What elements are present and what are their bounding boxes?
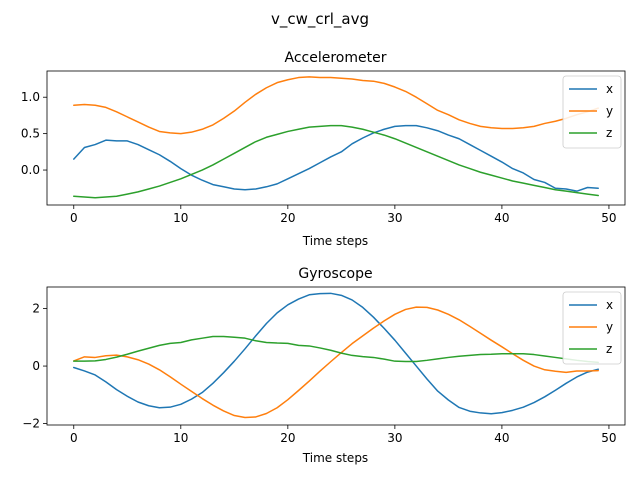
gyroscope-plot-area [46,286,626,426]
gyroscope-xtick-label: 30 [387,431,402,445]
gyroscope-series-x-line [73,292,599,415]
accelerometer-legend-label-y: y [606,104,613,118]
gyroscope-xlabel: Time steps [302,451,368,465]
gyroscope-xtick-label: 20 [280,431,295,445]
gyroscope-ytick-label: 0 [32,359,40,373]
gyroscope-series-y-line [73,306,599,419]
accelerometer-xtick-label: 0 [70,211,78,225]
accelerometer-plot-area [46,70,626,206]
gyroscope-xtick-label: 40 [494,431,509,445]
accelerometer-chart: Accelerometer Time steps 0 10 20 30 40 50 0.0 0… [21,50,626,248]
accelerometer-xtick-label: 20 [280,211,295,225]
gyroscope-title: Gyroscope [298,266,372,282]
accelerometer-ytick-label: 0.5 [21,127,40,141]
gyroscope-series-z-line [73,335,599,364]
accelerometer-xtick-label: 30 [387,211,402,225]
gyroscope-chart: Gyroscope Time steps 0 10 20 30 40 50 −2 0 2 xyz [22,266,626,465]
accelerometer-ytick-label: 1.0 [21,90,40,104]
accelerometer-xlabel: Time steps [302,234,368,248]
accelerometer-series-x-line [73,124,599,192]
accelerometer-legend-label-x: x [606,82,613,96]
accelerometer-ytick-label: 0.0 [21,163,40,177]
gyroscope-legend-label-z: z [606,342,612,356]
accelerometer-xtick-label: 10 [173,211,188,225]
gyroscope-xtick-label: 50 [601,431,616,445]
gyroscope-xtick-label: 0 [70,431,78,445]
gyroscope-legend [562,291,622,365]
figure-title: v_cw_crl_avg [271,10,369,29]
accelerometer-xtick-label: 40 [494,211,509,225]
gyroscope-legend-label-x: x [606,298,613,312]
gyroscope-ytick-label: 2 [32,302,40,316]
accelerometer-series-z-line [73,124,599,199]
accelerometer-series-y-line [73,76,599,135]
accelerometer-legend [562,75,622,149]
accelerometer-title: Accelerometer [285,50,387,66]
gyroscope-legend-label-y: y [606,320,613,334]
gyroscope-xtick-label: 10 [173,431,188,445]
accelerometer-xtick-label: 50 [601,211,616,225]
accelerometer-legend-label-z: z [606,126,612,140]
gyroscope-ytick-label: −2 [22,417,40,431]
